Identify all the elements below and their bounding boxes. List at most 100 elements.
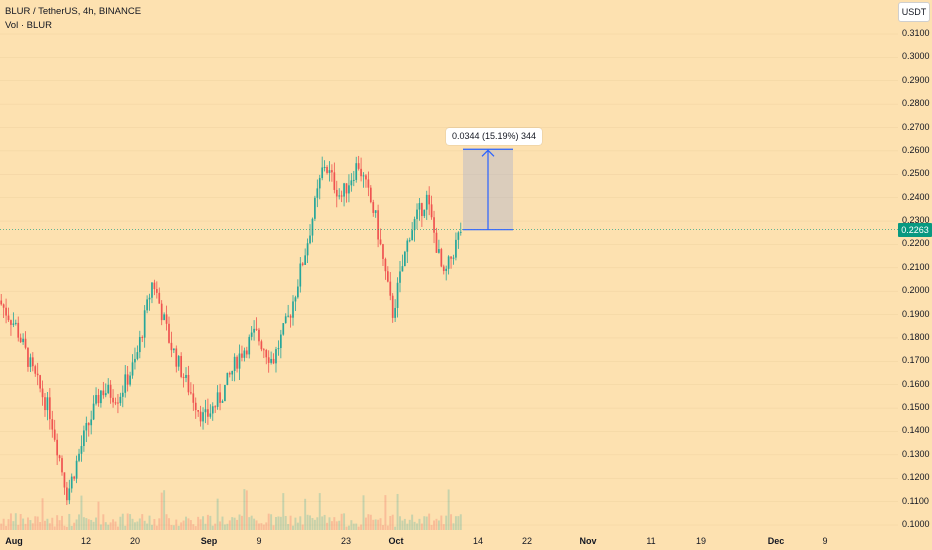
candle-body [44,397,46,411]
volume-bar [53,526,56,530]
candle-body [119,396,122,404]
time-axis-tick: Aug [5,536,23,546]
price-axis-tick: 0.2400 [902,191,930,202]
candle-body [299,263,302,287]
volume-bar [109,522,112,530]
volume-bar [277,516,280,530]
volume-bar [255,520,258,530]
grid-lines [0,33,898,526]
candle-body [348,185,350,194]
candle-body [459,231,462,233]
candle-body [445,268,448,271]
volume-bar [41,498,44,530]
candle-body [51,419,54,430]
last-price-tag: 0.2263 [898,223,932,237]
volume-bar [396,493,399,530]
candle-body [10,320,12,325]
volume-bar [143,520,146,530]
price-axis-tick: 0.1500 [902,402,930,413]
volume-bar [316,517,319,530]
volume-bar [418,518,421,530]
candle-body [292,301,294,318]
price-axis-tick: 0.2200 [902,238,930,249]
volume-bar [65,526,68,530]
price-axis-tick: 0.2800 [902,98,930,109]
candle-body [61,458,63,473]
volume-bar [262,524,265,530]
volume-bar [51,517,54,530]
candle-body [287,315,289,317]
candle-body [19,337,22,343]
time-axis-tick: 12 [80,536,92,546]
candle-body [340,195,343,197]
volume-bar [403,518,406,530]
candle-body [173,348,175,351]
volume-bar [44,520,46,530]
candle-body [297,286,299,298]
candle-body [36,373,39,376]
candle-body [41,388,44,398]
candle-body [255,328,258,330]
candle-body [204,409,207,413]
candle-body [362,175,365,177]
volume-bar [12,521,15,530]
candle-body [175,348,178,367]
candle-body [34,366,37,374]
price-axis-tick: 0.3100 [902,28,930,38]
candle-body [228,372,231,375]
time-axis-tick: 19 [695,536,707,546]
volume-bar [284,515,287,530]
volume-bar [369,514,372,530]
volume-bar [333,517,336,530]
candle-body [272,358,275,364]
candle-body [345,183,348,194]
currency-button[interactable]: USDT [898,2,930,22]
volume-bar [440,515,443,530]
candle-body [80,446,83,454]
candle-body [112,397,114,403]
volume-bar [231,517,234,530]
volume-bar [321,516,324,530]
volume-indicator-label[interactable]: Vol · BLUR [5,20,52,31]
volume-bar [99,524,102,530]
candle-body [53,429,56,440]
volume-bar [116,526,119,530]
price-axis-tick: 0.2900 [902,74,930,85]
volume-bar [194,526,197,530]
candle-body [396,282,399,308]
volume-bar [459,514,462,530]
volume-bar [221,516,224,530]
candle-body [360,168,362,177]
time-axis-tick: Oct [388,536,404,546]
candle-body [328,170,331,173]
candle-body [224,384,226,402]
candle-body [29,357,32,367]
candle-body [12,323,15,325]
candle-body [109,384,112,398]
candle-body [275,349,277,364]
volume-bar [75,519,78,530]
candle-body [22,338,24,343]
symbol-title[interactable]: BLUR / TetherUS, 4h, BINANCE [5,6,142,17]
candle-body [214,406,217,408]
volume-bar [214,523,217,530]
measure-label: 0.0344 (15.19%) 344 [446,128,543,145]
volume-bar [289,515,292,530]
volume-bar [335,521,338,530]
time-axis-tick: Dec [767,536,785,546]
candle-body [197,410,200,412]
volume-bar [153,519,156,530]
candle-body [87,422,90,426]
price-range-measure[interactable] [463,148,513,231]
candle-body [389,281,392,296]
candle-body [207,409,209,417]
price-axis-tick: 0.1700 [902,355,930,366]
candle-body [95,394,97,404]
candle-body [401,266,404,272]
volume-bar [279,516,282,530]
volume-bar [382,525,384,530]
candle-body [126,374,129,385]
volume-bar [304,498,307,530]
chart-legend: BLUR / TetherUS, 4h, BINANCE Vol · BLUR [5,5,141,33]
